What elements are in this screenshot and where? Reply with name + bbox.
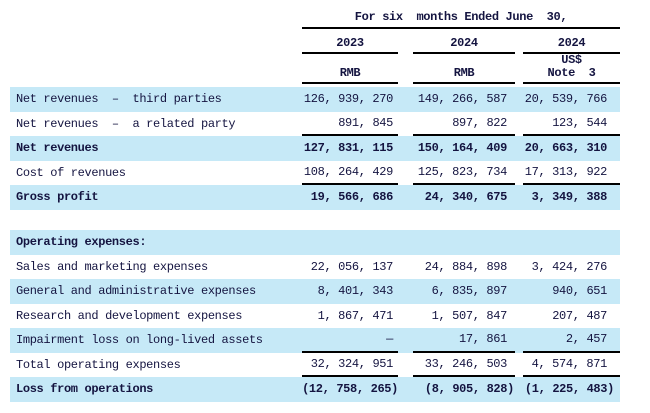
row-label: Operating expenses: [16, 235, 147, 250]
value-2024-usd: 20, 539, 766 [524, 92, 608, 107]
column-gap [515, 112, 523, 137]
column-gap [398, 161, 413, 186]
value-2024-usd: (1, 225, 483) [524, 382, 614, 397]
table-row-total: Gross profit 19, 566, 686 24, 340, 675 3… [10, 185, 620, 210]
value-2024-rmb: 6, 835, 897 [431, 284, 508, 299]
row-label: Total operating expenses [16, 357, 181, 372]
column-gap [398, 353, 413, 378]
value-2023-rmb: 891, 845 [302, 112, 398, 136]
row-label: Sales and marketing expenses [16, 259, 208, 274]
row-label: Net revenues – a related party [16, 116, 236, 131]
table-row-section-header: Operating expenses: [10, 230, 620, 255]
value-2024-usd: 4, 574, 871 [523, 353, 620, 377]
value-2023-rmb: 126, 939, 270 [303, 92, 393, 107]
column-gap [515, 185, 523, 210]
year-col-2023: 2023 [302, 34, 398, 54]
year-col-2024-rmb: 2024 [413, 34, 515, 54]
value-2023-rmb: (12, 758, 265) [302, 382, 398, 397]
value-2024-usd: 3, 349, 388 [531, 190, 608, 205]
value-2024-usd: 2, 457 [523, 328, 620, 353]
value-2024-usd: 123, 544 [523, 112, 620, 136]
column-gap [515, 255, 523, 280]
column-gap [398, 304, 413, 329]
table-row: Cost of revenues 108, 264, 429 125, 823,… [10, 161, 620, 186]
value-2024-rmb: 33, 246, 503 [413, 353, 515, 377]
unit-col-2024-rmb: RMB [413, 56, 515, 84]
column-gap [398, 112, 413, 137]
column-gap [515, 304, 523, 329]
value-2024-usd: 20, 663, 310 [524, 141, 608, 156]
column-gap [515, 136, 523, 161]
column-gap [398, 279, 413, 304]
column-gap [398, 185, 413, 210]
table-row: Sales and marketing expenses 22, 056, 13… [10, 255, 620, 280]
value-2024-rmb: 125, 823, 734 [413, 161, 515, 185]
value-2024-rmb [413, 230, 515, 255]
spacer-row [10, 209, 620, 230]
column-gap [515, 161, 523, 186]
column-gap [398, 255, 413, 280]
table-row: Research and development expenses 1, 867… [10, 304, 620, 329]
table-row-total: Loss from operations (12, 758, 265) (8, … [10, 377, 620, 402]
column-gap [398, 87, 413, 112]
column-gap [515, 353, 523, 378]
column-gap [398, 328, 413, 353]
value-2024-rmb: 149, 266, 587 [417, 92, 507, 107]
column-gap [398, 136, 413, 161]
unit-col-2023: RMB [302, 56, 398, 84]
table-row: General and administrative expenses 8, 4… [10, 279, 620, 304]
value-2023-rmb [302, 230, 398, 255]
value-2024-rmb: (8, 905, 828) [424, 382, 514, 397]
table-row: Impairment loss on long-lived assets — 1… [10, 328, 620, 353]
row-label: General and administrative expenses [16, 284, 256, 299]
value-2024-rmb: 24, 884, 898 [424, 259, 508, 274]
value-2024-rmb: 897, 822 [413, 112, 515, 136]
column-gap [398, 230, 413, 255]
table-body: Net revenues – third parties 126, 939, 2… [10, 87, 620, 402]
row-label: Loss from operations [16, 382, 154, 397]
column-gap [515, 279, 523, 304]
value-2024-usd: 940, 651 [552, 284, 607, 299]
title-rule [302, 27, 620, 29]
value-2023-rmb: 8, 401, 343 [317, 284, 394, 299]
value-2023-rmb: 1, 867, 471 [317, 308, 394, 323]
row-label: Net revenues [16, 141, 99, 156]
value-2024-usd: 17, 313, 922 [523, 161, 620, 185]
table-row: Net revenues – a related party 891, 845 … [10, 112, 620, 137]
value-2024-rmb: 17, 861 [413, 328, 515, 353]
value-2024-usd: 3, 424, 276 [531, 259, 608, 274]
row-label: Impairment loss on long-lived assets [16, 333, 263, 348]
value-2024-usd [523, 230, 620, 255]
value-2023-rmb: 22, 056, 137 [310, 259, 394, 274]
table-row: Net revenues – third parties 126, 939, 2… [10, 87, 620, 112]
row-label: Gross profit [16, 190, 99, 205]
value-2024-usd: 207, 487 [552, 308, 607, 323]
value-2023-rmb: 32, 324, 951 [302, 353, 398, 377]
column-gap [515, 377, 523, 402]
row-label: Net revenues – third parties [16, 92, 222, 107]
year-col-2024-usd: 2024 [523, 34, 620, 54]
column-gap [398, 377, 413, 402]
value-2023-rmb: 127, 831, 115 [303, 141, 393, 156]
row-label: Cost of revenues [16, 165, 126, 180]
unit-label-currency: US$ [561, 53, 582, 67]
value-2024-rmb: 24, 340, 675 [424, 190, 508, 205]
unit-label: RMB [453, 66, 475, 80]
row-label: Research and development expenses [16, 308, 243, 323]
column-gap [515, 87, 523, 112]
unit-col-2024-usd: US$ Note 3 [523, 53, 620, 84]
value-2023-rmb: — [302, 328, 398, 353]
value-2023-rmb: 108, 264, 429 [302, 161, 398, 185]
column-gap [515, 328, 523, 353]
value-2024-rmb: 1, 507, 847 [431, 308, 508, 323]
table-row: Total operating expenses 32, 324, 951 33… [10, 353, 620, 378]
table-row-total: Net revenues 127, 831, 115 150, 164, 409… [10, 136, 620, 161]
column-gap [515, 230, 523, 255]
unit-label: RMB [339, 66, 361, 80]
value-2024-rmb: 150, 164, 409 [417, 141, 507, 156]
table-title: For six months Ended June 30, [354, 10, 568, 24]
unit-label-note: Note 3 [547, 66, 596, 80]
value-2023-rmb: 19, 566, 686 [310, 190, 394, 205]
